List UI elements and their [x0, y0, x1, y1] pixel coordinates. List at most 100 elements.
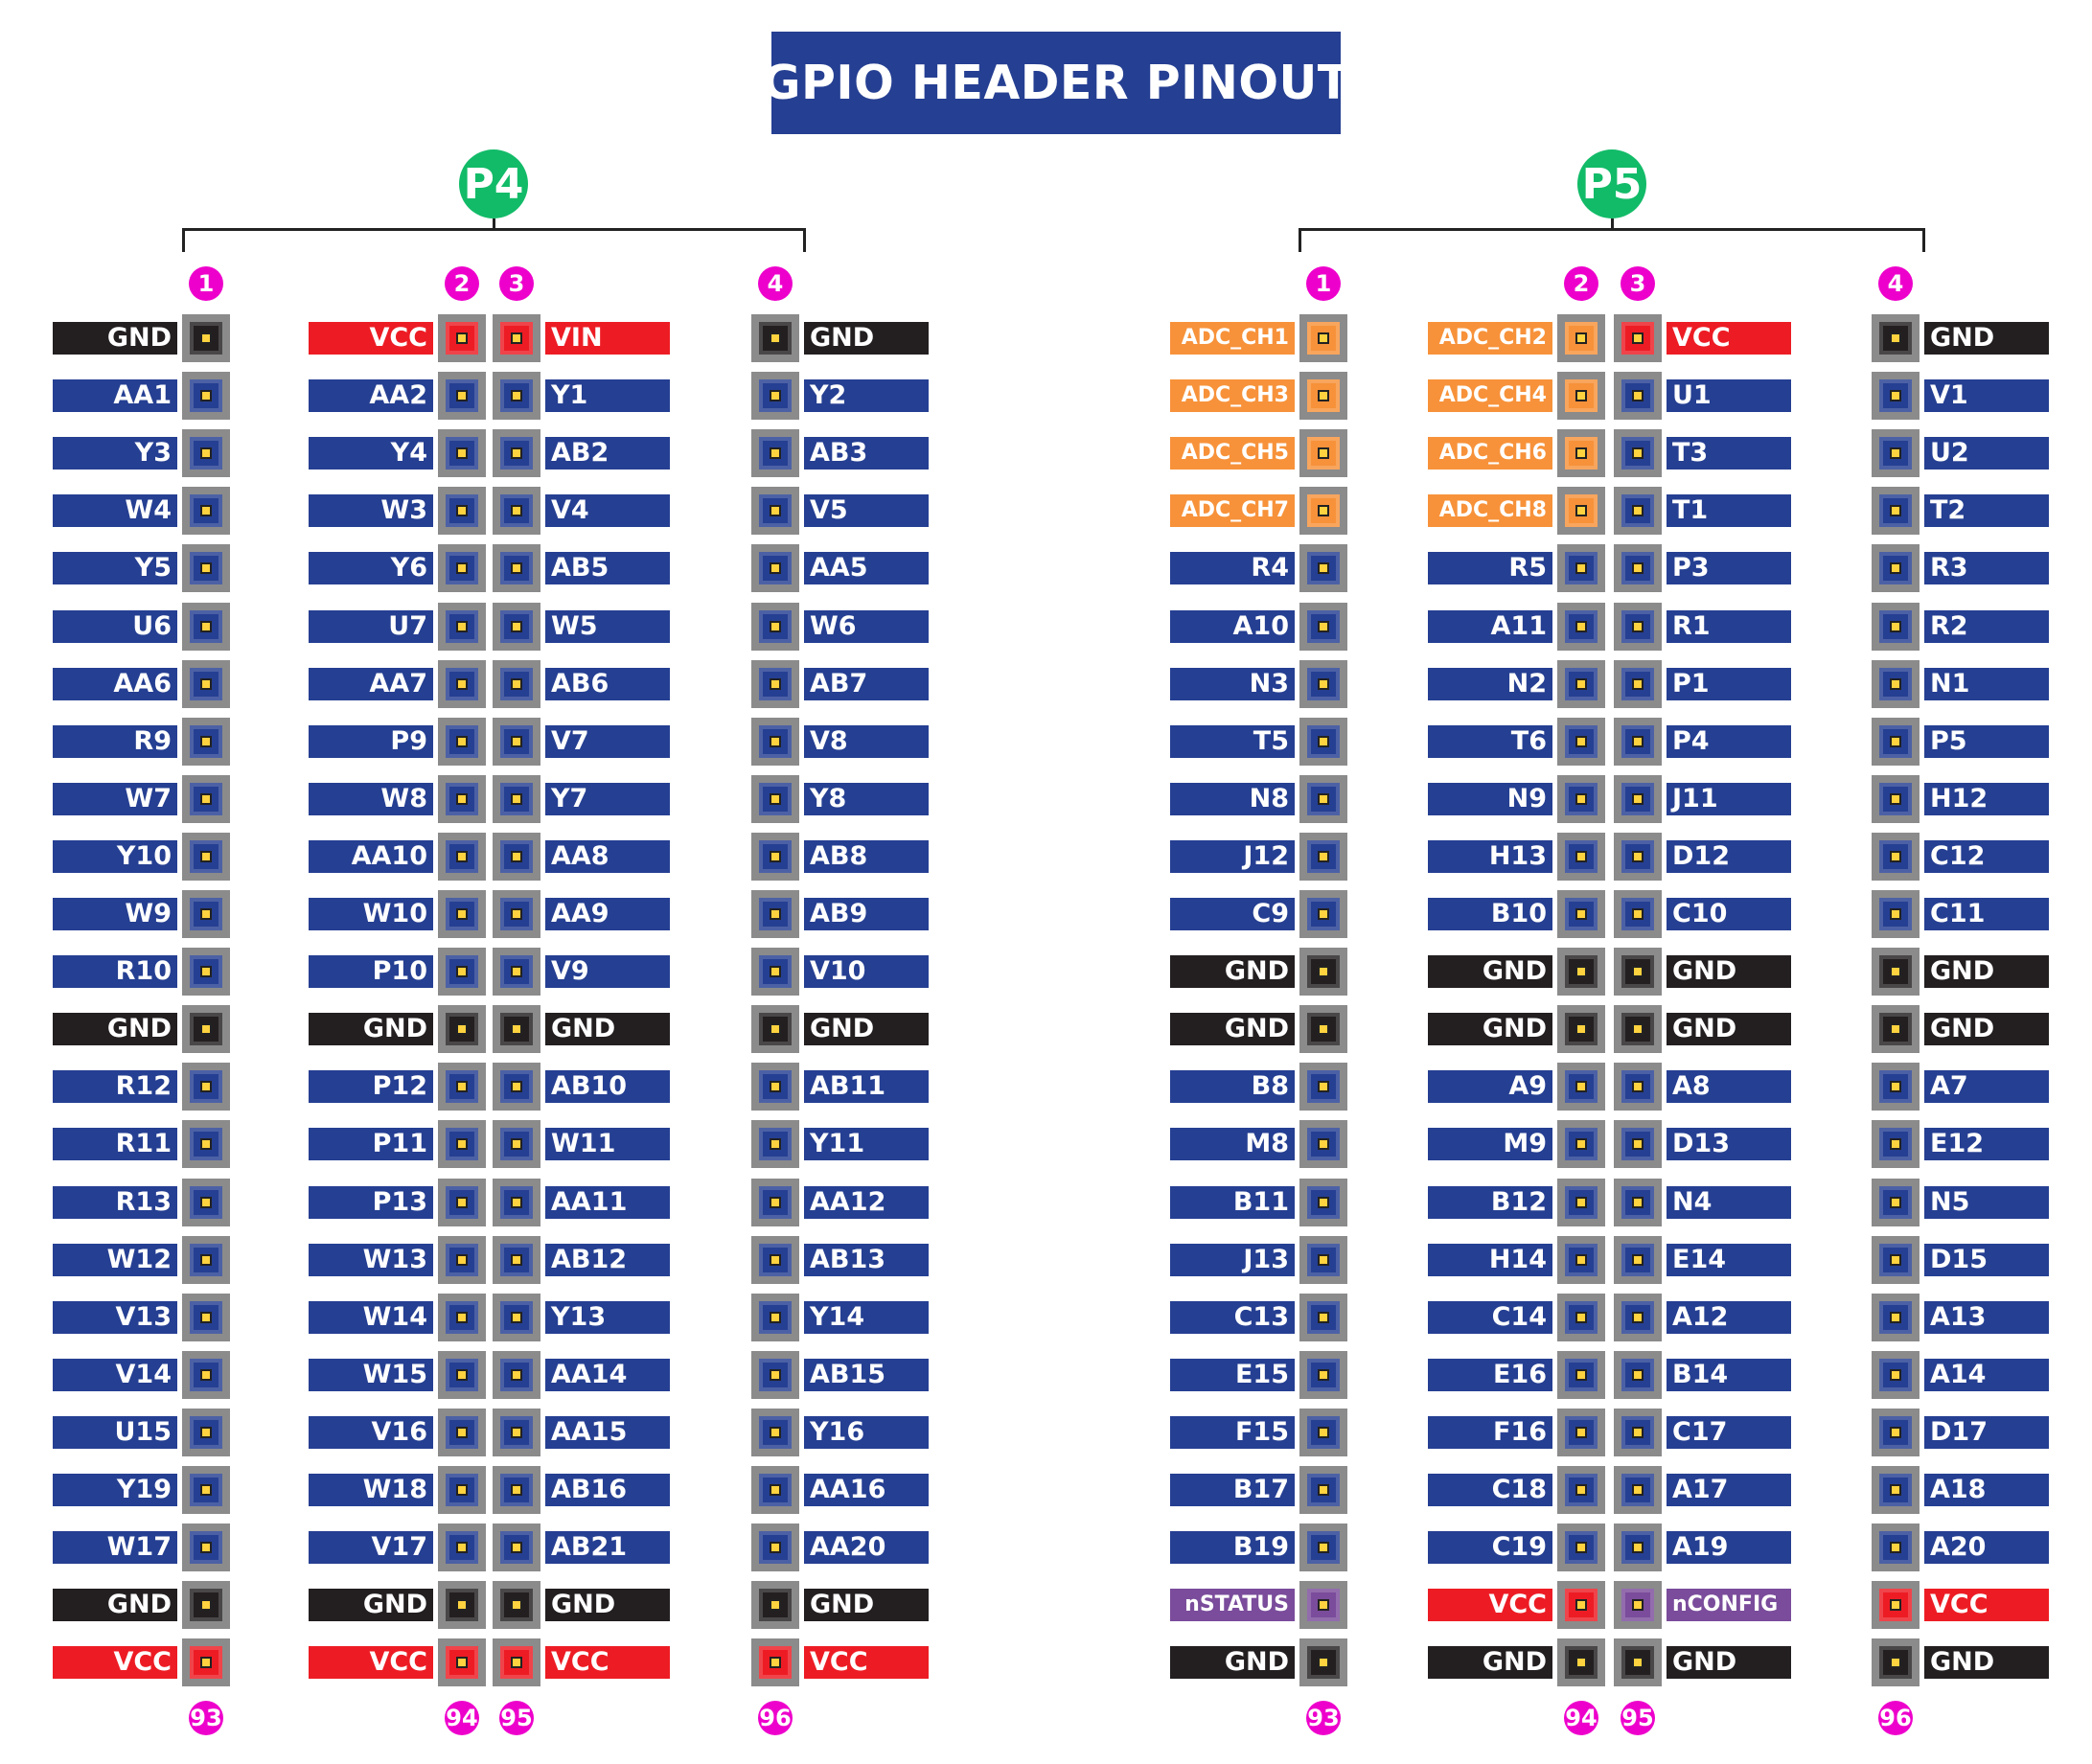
pin-pad: [438, 948, 486, 997]
pin-pad-center: [1318, 1657, 1329, 1669]
pin-label: A8: [1667, 1070, 1791, 1104]
pin-pad-center: [1890, 390, 1901, 402]
pin-pad-center: [1575, 792, 1587, 805]
pin-pad: [493, 832, 540, 881]
pin-pad-center: [456, 562, 468, 575]
pin-label: R4: [1170, 552, 1295, 585]
pin-label: GND: [1170, 1013, 1295, 1046]
pin-label: A7: [1924, 1070, 2049, 1104]
pin-pad-center: [1632, 1138, 1644, 1151]
pin-label: AA11: [545, 1185, 670, 1219]
pin-label: GND: [1170, 1646, 1295, 1680]
pin-pad-center: [200, 332, 212, 344]
pin-pad: [1872, 1408, 1920, 1456]
pin-pad-center: [456, 1599, 468, 1612]
pin-pad: [1872, 1581, 1920, 1630]
pin-pad: [751, 314, 799, 362]
pin-pad-ring: [1879, 1128, 1912, 1161]
pin-pad: [182, 1293, 230, 1341]
pin-label: N2: [1428, 667, 1552, 700]
pin-number-badge: 2: [1564, 266, 1598, 301]
pin-pad: [1299, 487, 1347, 536]
pin-label: AA8: [545, 839, 670, 873]
pin-label: J13: [1170, 1243, 1295, 1276]
pin-label: AB2: [545, 437, 670, 470]
pin-pad-ring: [190, 437, 222, 470]
pin-number-badge: 1: [189, 266, 223, 301]
pin-pad-ring: [1879, 898, 1912, 930]
pin-pad-center: [456, 850, 468, 862]
pin-pad-center: [456, 735, 468, 747]
pin-pad: [182, 1581, 230, 1630]
pin-label: M8: [1170, 1128, 1295, 1161]
pin-label: W7: [53, 782, 177, 815]
pin-pad-center: [200, 1023, 212, 1036]
pin-label: Y1: [545, 379, 670, 413]
pin-label: AB3: [804, 437, 929, 470]
pin-label: V8: [804, 724, 929, 758]
pin-pad: [438, 1350, 486, 1399]
pin-label: P12: [309, 1070, 433, 1104]
pin-pad-center: [200, 1081, 212, 1093]
pin-pad: [751, 1408, 799, 1456]
pin-pad: [1299, 1293, 1347, 1341]
pin-pad-center: [770, 1542, 781, 1554]
pin-number-badge: 94: [445, 1701, 479, 1735]
pin-pad-center: [770, 620, 781, 632]
pin-label: R1: [1667, 609, 1791, 643]
pin-label: R5: [1428, 552, 1552, 585]
pin-pad-center: [1318, 677, 1329, 690]
pin-label: B10: [1428, 898, 1552, 930]
pin-pad-center: [1890, 1138, 1901, 1151]
pin-pad-ring: [500, 1531, 533, 1565]
pin-pad-center: [1318, 1599, 1329, 1612]
pin-pad-ring: [759, 724, 792, 758]
pin-pad: [182, 659, 230, 708]
pin-pad-center: [1632, 620, 1644, 632]
pin-pad-ring: [1879, 1474, 1912, 1506]
pin-pad-center: [511, 966, 522, 978]
pin-pad-center: [1890, 332, 1901, 344]
pin-label: P11: [309, 1128, 433, 1161]
pin-label: E14: [1667, 1243, 1791, 1276]
pin-pad-ring: [500, 494, 533, 528]
pin-pad-center: [1632, 505, 1644, 517]
pin-pad-center: [200, 1426, 212, 1438]
pin-label: AB10: [545, 1070, 670, 1104]
pin-pad-center: [770, 966, 781, 978]
pin-pad-center: [511, 562, 522, 575]
pin-pad: [1614, 1120, 1662, 1169]
pin-label: ADC_CH5: [1170, 437, 1295, 470]
pin-pad: [1872, 314, 1920, 362]
pin-pad-ring: [190, 667, 222, 700]
pin-pad-ring: [1565, 1474, 1598, 1506]
pin-pad: [1614, 1523, 1662, 1572]
pin-pad-center: [456, 1426, 468, 1438]
pin-pad: [1872, 717, 1920, 766]
pin-pad-center: [770, 1023, 781, 1036]
pin-pad: [493, 1005, 540, 1054]
pin-pad-center: [1890, 620, 1901, 632]
pin-pad-center: [511, 1368, 522, 1381]
pin-pad-ring: [190, 1070, 222, 1104]
pin-pad-center: [456, 1081, 468, 1093]
pin-pad-center: [511, 1426, 522, 1438]
pin-label: ADC_CH4: [1428, 379, 1552, 413]
pin-pad: [751, 717, 799, 766]
pin-pad: [1557, 717, 1605, 766]
pin-pad-center: [1890, 735, 1901, 747]
pin-pad: [1557, 1638, 1605, 1687]
pin-label: N9: [1428, 782, 1552, 815]
pin-pad: [1557, 1235, 1605, 1284]
pin-pad-center: [1632, 1542, 1644, 1554]
pin-pad-center: [1890, 850, 1901, 862]
pin-label: VIN: [545, 322, 670, 355]
pin-label: AB21: [545, 1531, 670, 1565]
pin-pad: [1614, 717, 1662, 766]
pin-label: AA2: [309, 379, 433, 413]
pin-label: Y3: [53, 437, 177, 470]
pin-pad-center: [770, 1484, 781, 1496]
pin-pad: [1614, 1235, 1662, 1284]
pin-pad-ring: [759, 1646, 792, 1680]
pin-label: AB16: [545, 1474, 670, 1506]
